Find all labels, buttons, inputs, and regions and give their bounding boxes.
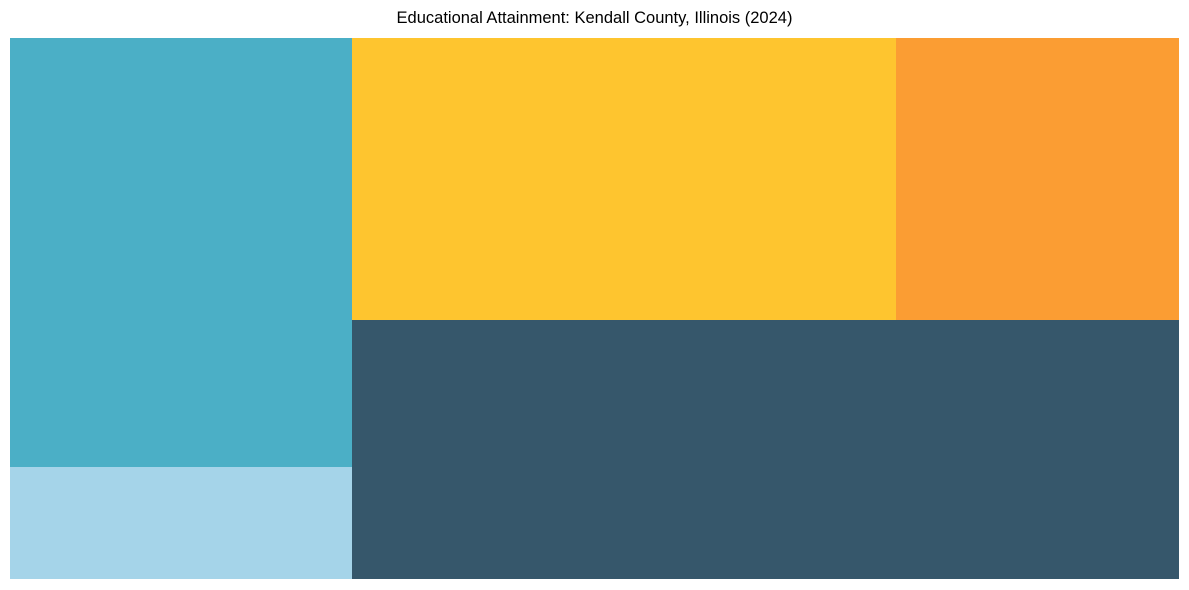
treemap-segment-dark-slate[interactable] <box>352 320 1179 579</box>
treemap-segment-yellow[interactable] <box>352 38 897 321</box>
treemap-segment-teal[interactable] <box>10 38 353 467</box>
treemap-plot <box>10 38 1179 579</box>
treemap-segment-light-blue[interactable] <box>10 467 353 579</box>
treemap-segment-orange[interactable] <box>896 38 1179 321</box>
chart-title: Educational Attainment: Kendall County, … <box>396 9 793 27</box>
